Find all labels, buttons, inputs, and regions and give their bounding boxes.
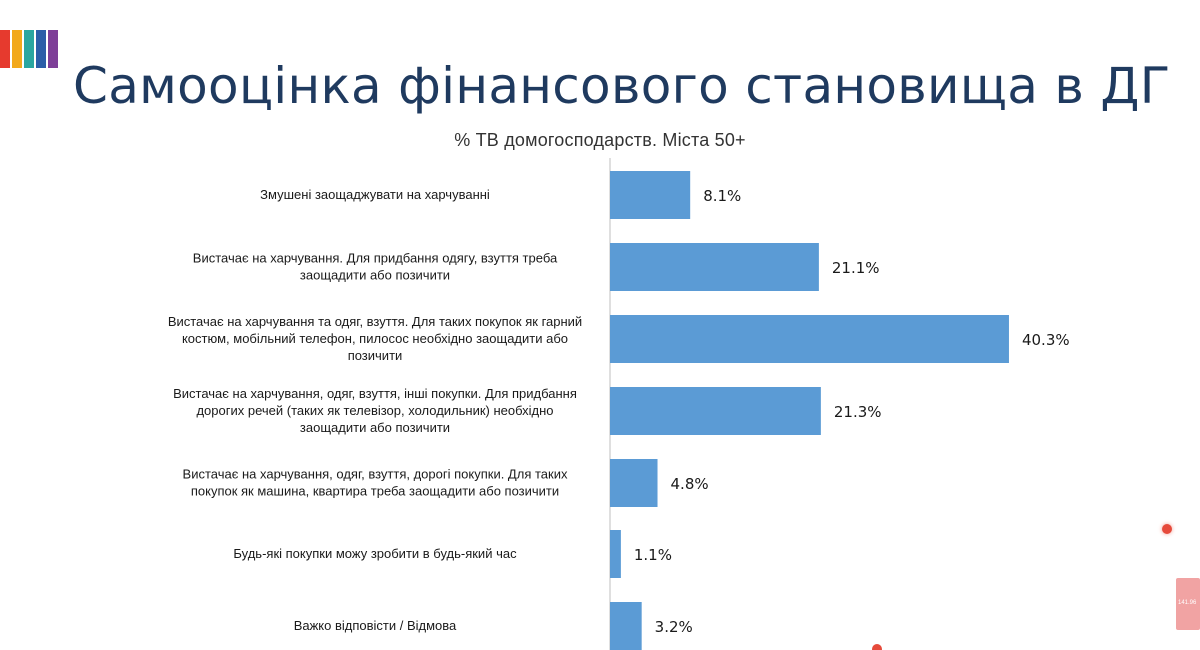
bar (610, 243, 819, 291)
bar (610, 530, 621, 578)
slide-title: Самооцінка фінансового становища в ДГ (73, 57, 1171, 115)
category-label: Важко відповісти / Відмова (294, 618, 457, 633)
logo-bar-orange (12, 30, 22, 68)
pointer-dot-icon (1162, 524, 1172, 534)
category-label: Вистачає на харчування, одяг, взуття, до… (183, 467, 568, 499)
data-label: 4.8% (671, 475, 709, 493)
category-label: Вистачає на харчування, одяг, взуття, ін… (173, 386, 577, 435)
category-label: Вистачає на харчування. Для придбання од… (193, 251, 558, 283)
data-label: 21.3% (834, 403, 882, 421)
data-label: 40.3% (1022, 331, 1070, 349)
bar (610, 602, 642, 650)
logo-icon (0, 30, 60, 68)
side-thumbnail: 141.96 (1176, 578, 1200, 630)
bar (610, 171, 691, 219)
data-label: 8.1% (703, 187, 741, 205)
category-label: Будь-які покупки можу зробити в будь-яки… (233, 546, 517, 561)
logo-bar-purple (48, 30, 58, 68)
logo-bar-teal (24, 30, 34, 68)
logo-bar-blue (36, 30, 46, 68)
side-thumbnail-text: 141.96 (1178, 600, 1197, 606)
bar (610, 459, 658, 507)
category-label: Змушені заощаджувати на харчуванні (260, 187, 490, 202)
data-label: 21.1% (832, 259, 880, 277)
logo-bar-red (0, 30, 10, 68)
chart-subtitle: % ТВ домогосподарств. Міста 50+ (454, 130, 746, 150)
data-label: 3.2% (655, 618, 693, 636)
pointer-dot-icon (872, 644, 882, 650)
bar (610, 315, 1009, 363)
data-label: 1.1% (634, 546, 672, 564)
category-label: Вистачає на харчування та одяг, взуття. … (168, 314, 582, 363)
bar (610, 387, 821, 435)
